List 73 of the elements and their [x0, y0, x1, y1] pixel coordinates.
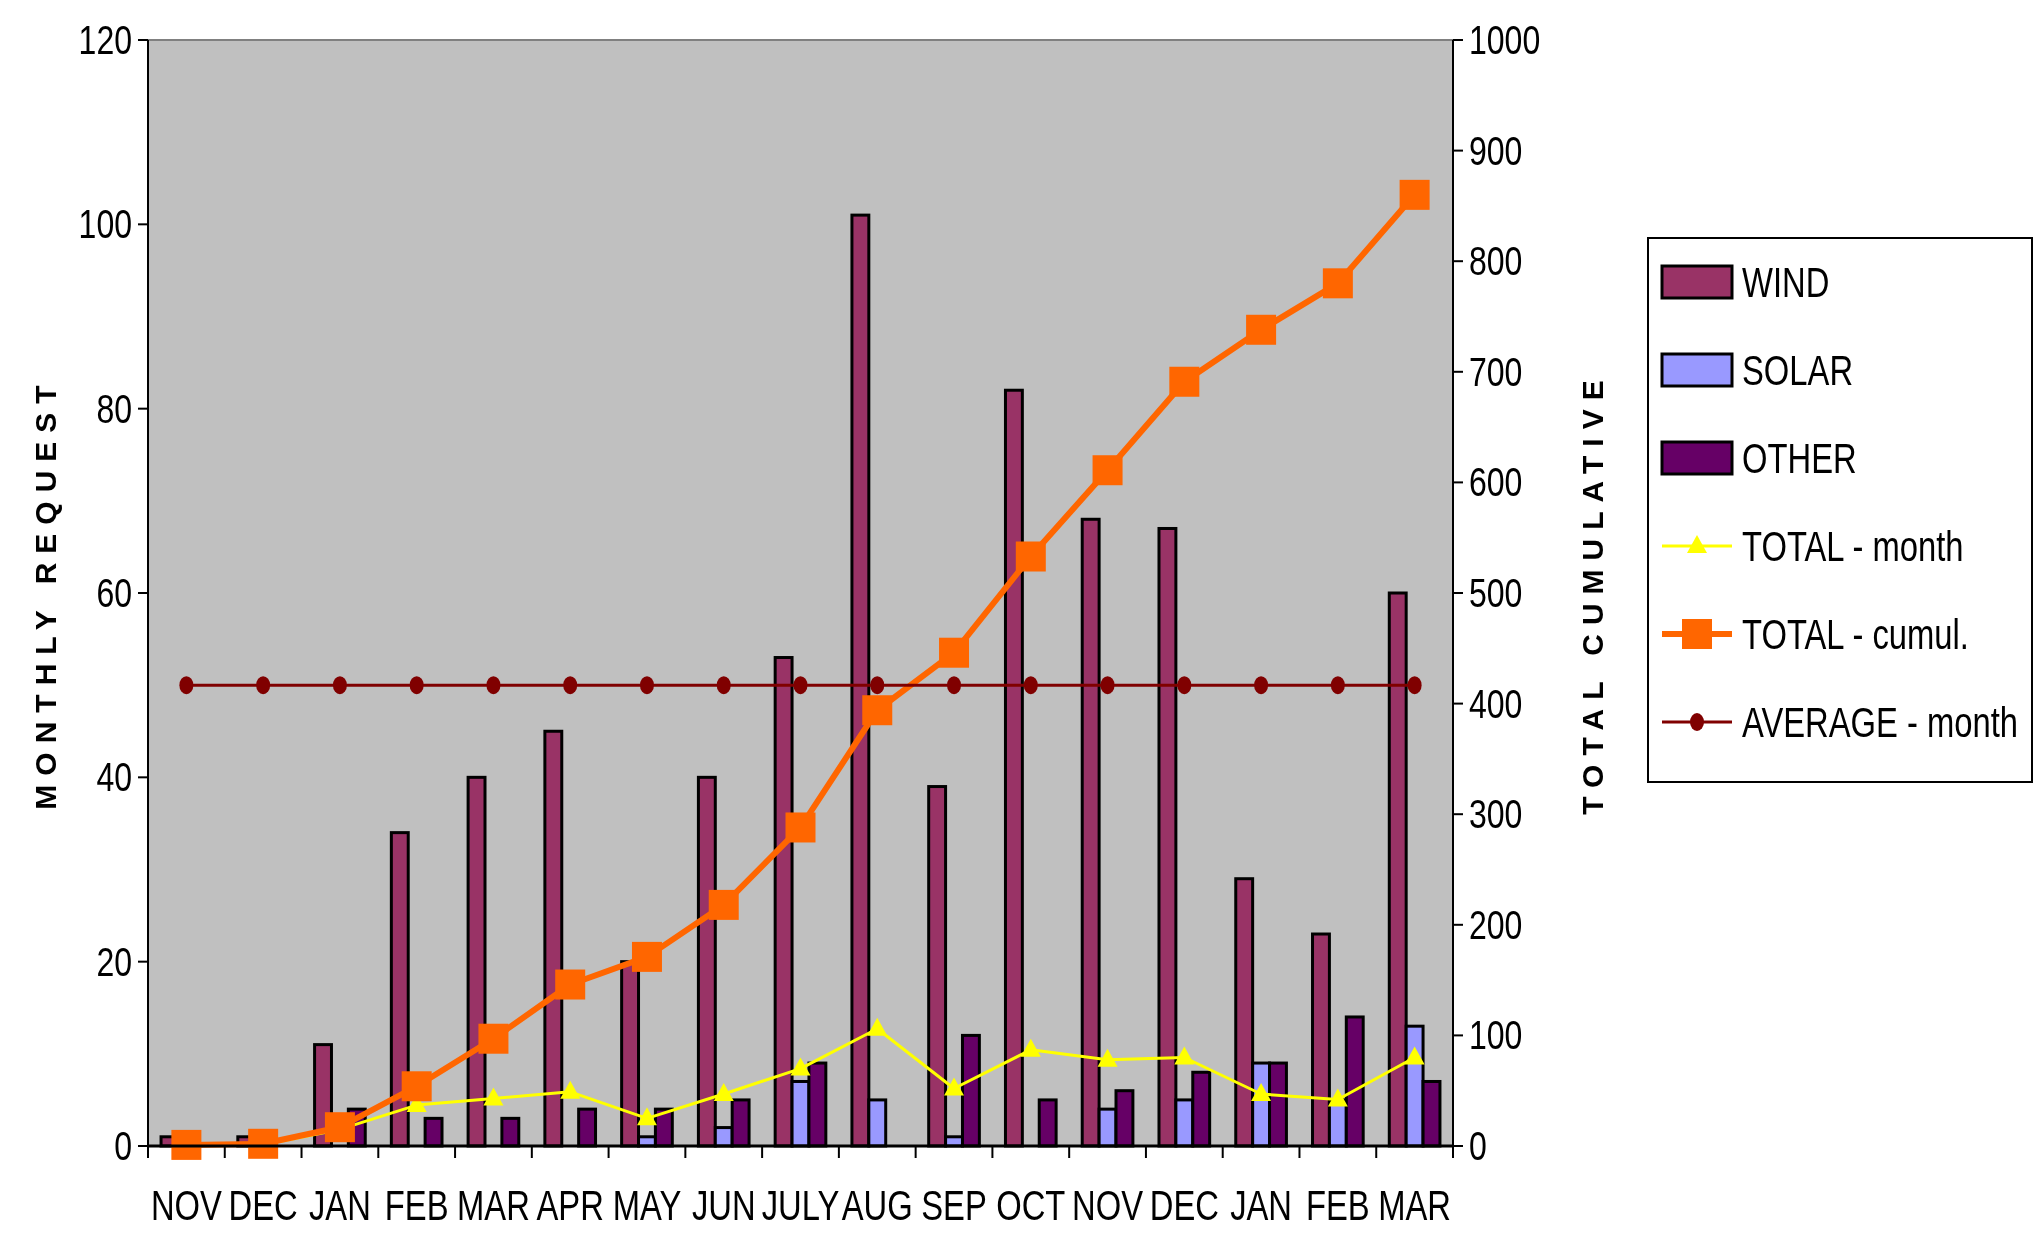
y2-tick-label: 800: [1469, 238, 1523, 285]
point: [1174, 1046, 1195, 1065]
y-axis-title: MONTHLY REQUEST: [29, 376, 62, 810]
x-tick-label: DEC: [228, 1182, 298, 1229]
legend-label: SOLAR: [1742, 346, 1854, 394]
y-tick-label: 40: [96, 754, 132, 801]
point: [1169, 366, 1200, 397]
point: [867, 1017, 888, 1036]
point: [708, 889, 739, 920]
point: [636, 1107, 657, 1126]
point: [483, 1087, 504, 1106]
point: [560, 1080, 581, 1099]
x-tick-label: OCT: [996, 1182, 1066, 1229]
x-tick-label: JAN: [1230, 1182, 1293, 1229]
point: [1092, 455, 1123, 486]
point: [1399, 179, 1430, 210]
x-tick-label: APR: [536, 1182, 604, 1229]
y2-axis-title: TOTAL CUMULATIVE: [1576, 371, 1609, 815]
point: [939, 637, 970, 668]
x-tick-label: FEB: [384, 1182, 449, 1229]
point: [1246, 314, 1277, 345]
y-tick-label: 20: [96, 939, 132, 985]
x-tick-label: MAR: [1378, 1182, 1452, 1229]
y2-tick-label: 900: [1469, 128, 1523, 174]
y2-tick-label: 200: [1469, 902, 1523, 948]
point: [1322, 268, 1353, 299]
y2-tick-label: 300: [1469, 791, 1523, 838]
point: [555, 969, 586, 1000]
legend-label: WIND: [1742, 258, 1830, 306]
y2-tick-label: 400: [1469, 681, 1523, 727]
point: [478, 1023, 509, 1054]
legend-label: TOTAL - cumul.: [1742, 610, 1969, 658]
x-tick-label: NOV: [1072, 1182, 1144, 1229]
legend-label: OTHER: [1742, 434, 1857, 482]
point: [1251, 1083, 1272, 1102]
point: [324, 1112, 355, 1143]
legend-label: AVERAGE - month: [1742, 698, 2019, 746]
point: [248, 1128, 279, 1159]
x-tick-label: MAR: [457, 1182, 530, 1229]
point: [1404, 1046, 1425, 1065]
point: [785, 812, 816, 843]
y-tick-label: 100: [78, 201, 132, 248]
y2-tick-label: 500: [1469, 570, 1523, 616]
y2-tick-label: 1000: [1469, 17, 1541, 63]
point: [944, 1077, 965, 1096]
x-tick-label: SEP: [921, 1182, 987, 1229]
x-tick-label: MAY: [612, 1182, 682, 1229]
point: [1327, 1088, 1348, 1107]
point: [171, 1129, 202, 1160]
y-tick-label: 0: [114, 1123, 132, 1169]
point: [790, 1057, 811, 1076]
x-tick-label: DEC: [1149, 1182, 1219, 1229]
y2-tick-label: 0: [1469, 1123, 1487, 1169]
y2-tick-label: 100: [1469, 1012, 1523, 1059]
point: [1015, 541, 1046, 572]
y2-tick-label: 700: [1469, 349, 1523, 395]
x-tick-label: JAN: [308, 1182, 371, 1229]
point: [862, 695, 893, 726]
point: [1020, 1038, 1041, 1057]
x-tick-label: FEB: [1306, 1182, 1370, 1229]
point: [631, 941, 662, 972]
y-tick-label: 80: [96, 386, 132, 432]
y-tick-label: 60: [96, 570, 132, 616]
legend-label: TOTAL - month: [1742, 522, 1964, 570]
y-tick-label: 120: [78, 17, 132, 63]
y2-tick-label: 600: [1469, 459, 1523, 506]
x-tick-label: AUG: [841, 1182, 913, 1229]
point: [401, 1071, 432, 1102]
x-tick-label: JULY: [761, 1182, 840, 1229]
point: [1097, 1048, 1118, 1067]
x-tick-label: JUN: [691, 1182, 756, 1229]
x-tick-label: NOV: [150, 1182, 222, 1229]
point: [713, 1083, 734, 1102]
